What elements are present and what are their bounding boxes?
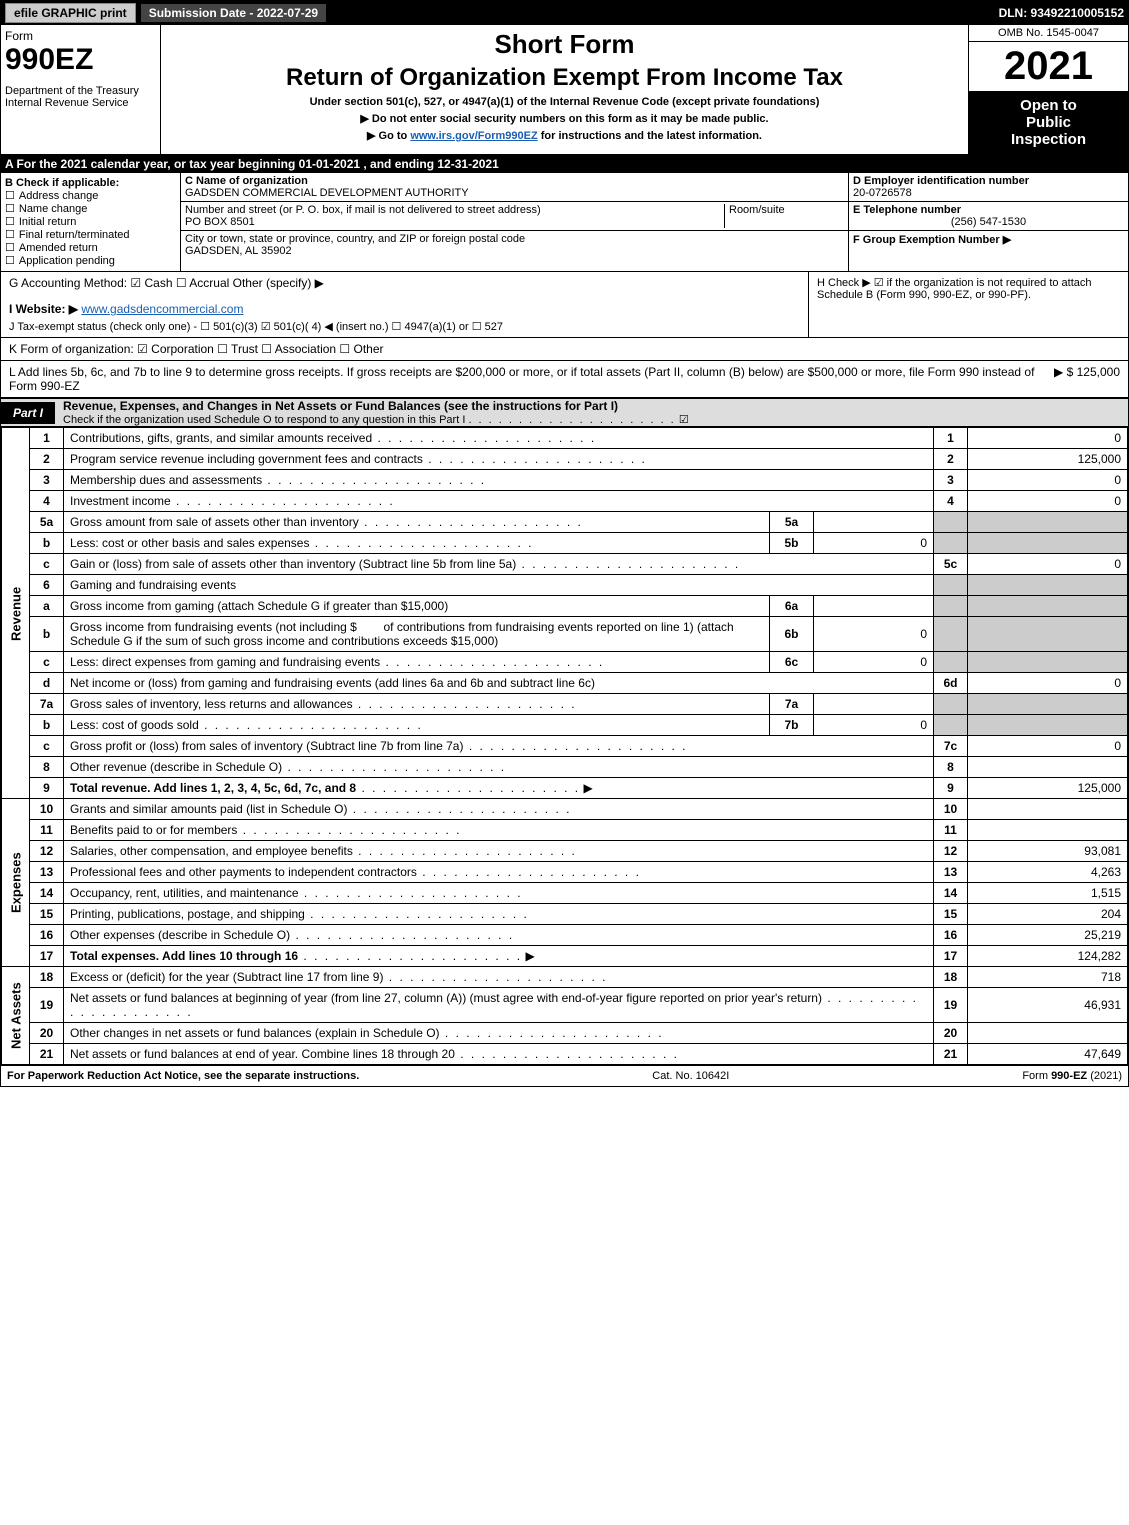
part-1-table: Revenue 1 Contributions, gifts, grants, …	[1, 427, 1128, 1065]
tax-exempt-status: J Tax-exempt status (check only one) - ☐…	[9, 320, 800, 333]
submission-date-button[interactable]: Submission Date - 2022-07-29	[140, 3, 327, 23]
footer-left: For Paperwork Reduction Act Notice, see …	[7, 1070, 359, 1082]
row-a-tax-year: A For the 2021 calendar year, or tax yea…	[1, 155, 1128, 173]
street-label: Number and street (or P. O. box, if mail…	[185, 204, 541, 216]
line-7a-row: 7a Gross sales of inventory, less return…	[2, 694, 1128, 715]
omb-number: OMB No. 1545-0047	[969, 25, 1128, 42]
form-note-2: ▶ Go to www.irs.gov/Form990EZ for instru…	[165, 129, 964, 142]
section-l: L Add lines 5b, 6c, and 7b to line 9 to …	[1, 361, 1128, 398]
website-label: I Website: ▶	[9, 302, 78, 316]
tax-year: 2021	[969, 42, 1128, 91]
revenue-vertical-label: Revenue	[2, 428, 30, 799]
short-form-title: Short Form	[165, 29, 964, 60]
website-link[interactable]: www.gadsdencommercial.com	[81, 302, 243, 316]
form-header: Form 990EZ Department of the Treasury In…	[1, 25, 1128, 155]
org-name: GADSDEN COMMERCIAL DEVELOPMENT AUTHORITY	[185, 187, 469, 199]
chk-final-return[interactable]: Final return/terminated	[5, 228, 176, 241]
part-1-title: Revenue, Expenses, and Changes in Net As…	[63, 399, 689, 413]
line-5a-row: 5a Gross amount from sale of assets othe…	[2, 512, 1128, 533]
street-value: PO BOX 8501	[185, 216, 255, 228]
line-8-row: 8 Other revenue (describe in Schedule O)…	[2, 757, 1128, 778]
line-18-row: Net Assets 18 Excess or (deficit) for th…	[2, 967, 1128, 988]
ein-label: D Employer identification number	[853, 175, 1029, 187]
tel-label: E Telephone number	[853, 204, 961, 216]
efile-button[interactable]: efile GRAPHIC print	[5, 3, 136, 23]
section-c: C Name of organization GADSDEN COMMERCIA…	[181, 173, 848, 271]
group-exemption-label: F Group Exemption Number ▶	[853, 234, 1011, 246]
line-1-row: Revenue 1 Contributions, gifts, grants, …	[2, 428, 1128, 449]
line-13-row: 13 Professional fees and other payments …	[2, 862, 1128, 883]
part-1-header: Part I Revenue, Expenses, and Changes in…	[1, 398, 1128, 427]
line-4-row: 4 Investment income 4 0	[2, 491, 1128, 512]
form-note-1: ▶ Do not enter social security numbers o…	[165, 112, 964, 125]
line-9-row: 9 Total revenue. Add lines 1, 2, 3, 4, 5…	[2, 778, 1128, 799]
net-assets-vertical-label: Net Assets	[2, 967, 30, 1065]
form-footer: For Paperwork Reduction Act Notice, see …	[1, 1065, 1128, 1086]
accounting-method: G Accounting Method: ☑ Cash ☐ Accrual Ot…	[9, 276, 800, 290]
gross-receipts-amount: ▶ $ 125,000	[1054, 365, 1120, 393]
line-6a-row: a Gross income from gaming (attach Sched…	[2, 596, 1128, 617]
name-label: C Name of organization	[185, 175, 308, 187]
section-h: H Check ▶ ☑ if the organization is not r…	[808, 272, 1128, 337]
line-17-row: 17 Total expenses. Add lines 10 through …	[2, 946, 1128, 967]
chk-initial-return[interactable]: Initial return	[5, 215, 176, 228]
line-6c-row: c Less: direct expenses from gaming and …	[2, 652, 1128, 673]
city-value: GADSDEN, AL 35902	[185, 245, 292, 257]
line-16-row: 16 Other expenses (describe in Schedule …	[2, 925, 1128, 946]
line-6d-row: d Net income or (loss) from gaming and f…	[2, 673, 1128, 694]
ein-value: 20-0726578	[853, 187, 912, 199]
section-k: K Form of organization: ☑ Corporation ☐ …	[1, 338, 1128, 361]
form-number: 990EZ	[5, 43, 156, 77]
irs-link[interactable]: www.irs.gov/Form990EZ	[410, 130, 537, 142]
line-7b-row: b Less: cost of goods sold 7b 0	[2, 715, 1128, 736]
room-label: Room/suite	[729, 204, 785, 216]
line-5c-row: c Gain or (loss) from sale of assets oth…	[2, 554, 1128, 575]
section-bcd: B Check if applicable: Address change Na…	[1, 173, 1128, 272]
line-10-row: Expenses 10 Grants and similar amounts p…	[2, 799, 1128, 820]
line-19-row: 19 Net assets or fund balances at beginn…	[2, 988, 1128, 1023]
footer-catalog: Cat. No. 10642I	[652, 1070, 729, 1082]
section-def: D Employer identification number 20-0726…	[848, 173, 1128, 271]
form-word: Form	[5, 29, 156, 43]
section-b-title: B Check if applicable:	[5, 177, 176, 189]
tel-value: (256) 547-1530	[853, 216, 1124, 228]
footer-form-ref: Form 990-EZ (2021)	[1022, 1070, 1122, 1082]
chk-application-pending[interactable]: Application pending	[5, 254, 176, 267]
part-1-subtitle: Check if the organization used Schedule …	[63, 414, 465, 426]
form-container: efile GRAPHIC print Submission Date - 20…	[0, 0, 1129, 1087]
line-11-row: 11 Benefits paid to or for members 11	[2, 820, 1128, 841]
chk-address-change[interactable]: Address change	[5, 189, 176, 202]
part-1-checkbox[interactable]: ☑	[679, 414, 689, 426]
line-7c-row: c Gross profit or (loss) from sales of i…	[2, 736, 1128, 757]
line-15-row: 15 Printing, publications, postage, and …	[2, 904, 1128, 925]
line-6b-row: b Gross income from fundraising events (…	[2, 617, 1128, 652]
line-21-row: 21 Net assets or fund balances at end of…	[2, 1044, 1128, 1065]
line-5b-row: b Less: cost or other basis and sales ex…	[2, 533, 1128, 554]
dept-line-2: Internal Revenue Service	[5, 97, 156, 109]
section-b: B Check if applicable: Address change Na…	[1, 173, 181, 271]
city-label: City or town, state or province, country…	[185, 233, 525, 245]
section-g: G Accounting Method: ☑ Cash ☐ Accrual Ot…	[1, 272, 808, 337]
chk-amended-return[interactable]: Amended return	[5, 241, 176, 254]
top-bar: efile GRAPHIC print Submission Date - 20…	[1, 1, 1128, 25]
line-14-row: 14 Occupancy, rent, utilities, and maint…	[2, 883, 1128, 904]
dept-line-1: Department of the Treasury	[5, 85, 156, 97]
dln-label: DLN: 93492210005152	[999, 6, 1124, 20]
chk-name-change[interactable]: Name change	[5, 202, 176, 215]
line-20-row: 20 Other changes in net assets or fund b…	[2, 1023, 1128, 1044]
line-6-row: 6 Gaming and fundraising events	[2, 575, 1128, 596]
form-title: Return of Organization Exempt From Incom…	[165, 64, 964, 92]
line-2-row: 2 Program service revenue including gove…	[2, 449, 1128, 470]
form-subtitle: Under section 501(c), 527, or 4947(a)(1)…	[165, 96, 964, 108]
line-12-row: 12 Salaries, other compensation, and emp…	[2, 841, 1128, 862]
part-1-tag: Part I	[1, 402, 55, 424]
open-to-public-badge: Open to Public Inspection	[969, 91, 1128, 154]
line-3-row: 3 Membership dues and assessments 3 0	[2, 470, 1128, 491]
expenses-vertical-label: Expenses	[2, 799, 30, 967]
